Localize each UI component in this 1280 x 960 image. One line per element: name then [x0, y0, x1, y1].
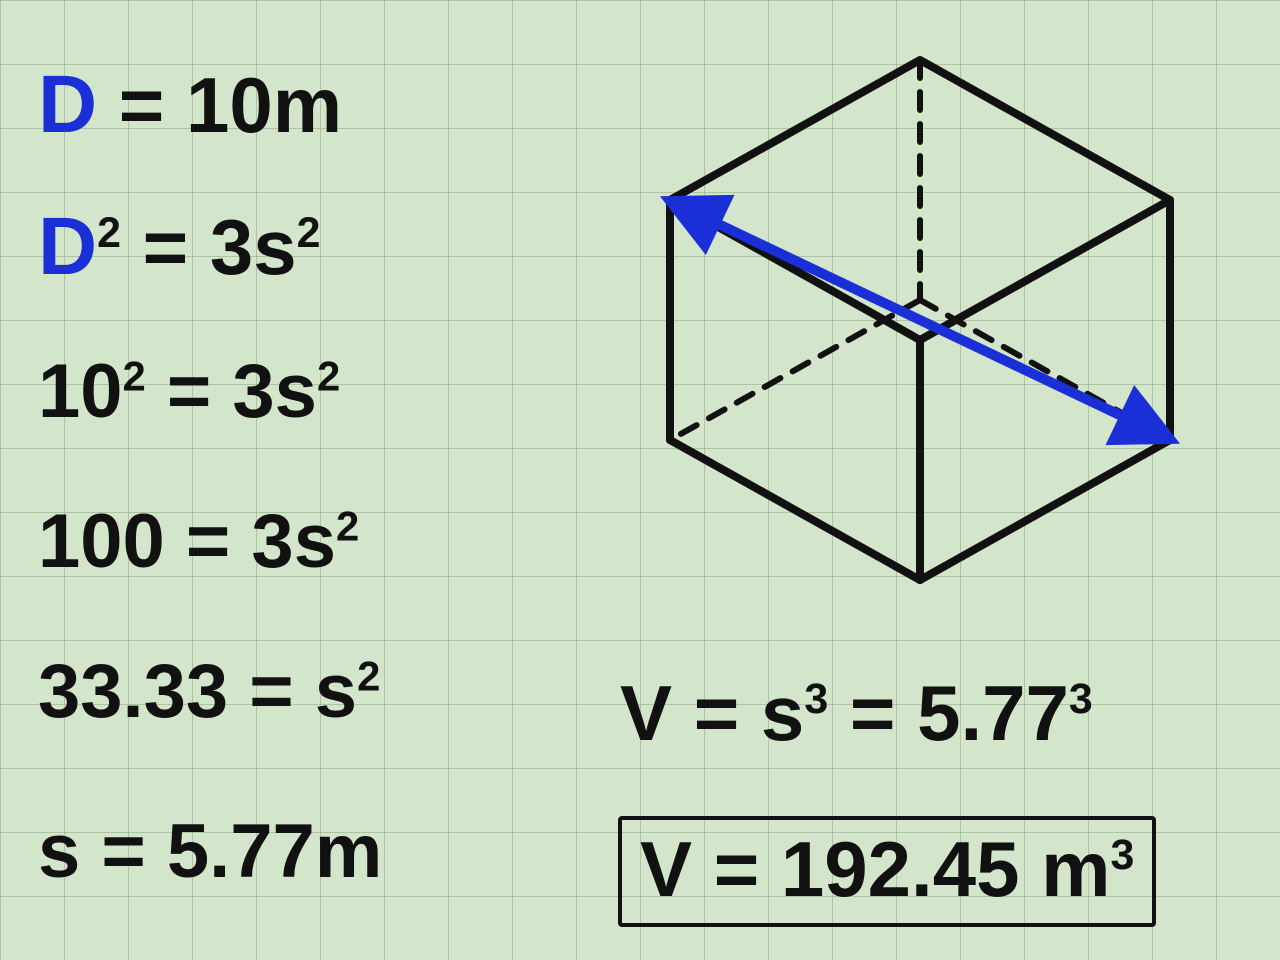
equation-line-1: D = 10m — [38, 58, 342, 152]
equation-line-3: 102 = 3s2 — [38, 348, 340, 435]
equation-line-5: 33.33 = s2 — [38, 648, 380, 735]
variable-D: D — [38, 59, 97, 150]
equation-line-4: 100 = 3s2 — [38, 498, 359, 585]
variable-D: D — [38, 201, 97, 292]
cube-diagram — [600, 40, 1240, 600]
volume-equation: V = s3 = 5.773 — [620, 668, 1093, 759]
answer-box: V = 192.45 m3 — [618, 816, 1156, 927]
answer-equation: V = 192.45 m3 — [640, 824, 1134, 915]
equation-line-6: s = 5.77m — [38, 808, 382, 895]
equation-line-2: D2 = 3s2 — [38, 200, 321, 294]
